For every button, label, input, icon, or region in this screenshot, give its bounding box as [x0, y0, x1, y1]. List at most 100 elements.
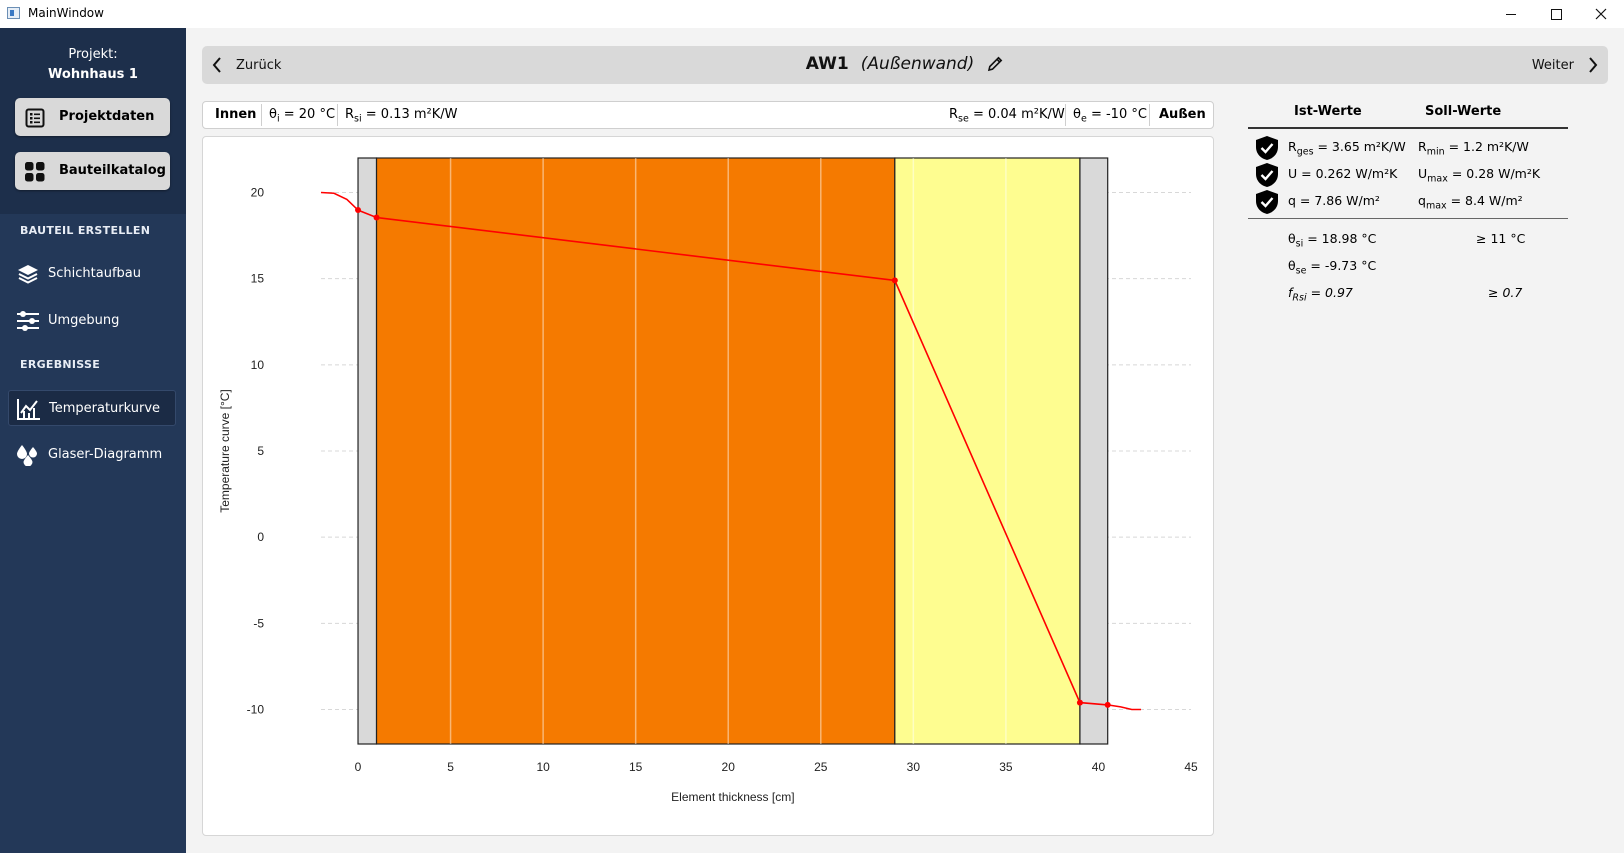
layer-rect: [1079, 157, 1109, 745]
back-button[interactable]: Zurück: [212, 54, 281, 76]
y-axis-label: Temperature curve [°C]: [218, 389, 232, 513]
outside-label: Außen: [1159, 107, 1206, 122]
actual-value: Rges = 3.65 m²K/W: [1288, 139, 1406, 158]
projektdaten-button[interactable]: Projektdaten: [15, 98, 170, 136]
actual-value: U = 0.262 W/m²K: [1288, 166, 1398, 181]
sidebar: Projekt: Wohnhaus 1 Projektdaten Bauteil…: [0, 28, 186, 853]
section-bauteil-erstellen: BAUTEIL ERSTELLEN: [20, 224, 151, 237]
boundary-curve-outside: [1107, 704, 1141, 711]
data-point: [355, 207, 362, 214]
sliders-icon: [17, 311, 39, 331]
theta-i-value: θi = 20 °C: [269, 107, 336, 125]
layers-icon: [18, 265, 38, 284]
sidebar-item-schichtaufbau[interactable]: Schichtaufbau: [8, 256, 176, 292]
required-value: Rmin = 1.2 m²K/W: [1418, 139, 1529, 158]
element-navbar: Zurück AW1 (Außenwand) Weiter: [202, 46, 1608, 84]
maximize-icon: [1550, 8, 1562, 20]
close-icon: [1595, 8, 1607, 20]
chevron-left-icon: [212, 57, 221, 73]
y-tick-label: 10: [251, 358, 265, 372]
divider: [1065, 104, 1066, 126]
theta-e-value: θe = -10 °C: [1073, 107, 1147, 125]
col-actual-header: Ist-Werte: [1294, 104, 1362, 119]
x-axis-label: Element thickness [cm]: [671, 790, 794, 804]
shield-check-icon: [1256, 136, 1278, 160]
divider: [1149, 104, 1150, 126]
x-tick-label: 20: [722, 760, 736, 774]
next-button[interactable]: Weiter: [1532, 54, 1598, 76]
projektdaten-label: Projektdaten: [59, 109, 155, 124]
actual-value: q = 7.86 W/m²: [1288, 193, 1380, 208]
x-tick-label: 15: [629, 760, 643, 774]
data-point: [1076, 699, 1083, 706]
y-tick-label: -10: [247, 703, 265, 717]
list-icon: [25, 108, 45, 128]
element-title: AW1 (Außenwand): [202, 54, 1608, 74]
bauteilkatalog-button[interactable]: Bauteilkatalog: [15, 152, 170, 190]
sidebar-item-temperaturkurve[interactable]: Temperaturkurve: [8, 390, 176, 426]
window-titlebar: MainWindow: [0, 0, 1624, 28]
results-top-rule: [1248, 127, 1568, 129]
y-tick-label: 15: [251, 272, 265, 286]
divider: [261, 104, 262, 126]
required-value: qmax = 8.4 W/m²: [1418, 193, 1523, 212]
y-tick-label: 5: [257, 444, 264, 458]
r-si-value: Rsi = 0.13 m²K/W: [345, 107, 458, 125]
y-tick-label: -5: [253, 616, 264, 630]
bauteilkatalog-label: Bauteilkatalog: [59, 163, 166, 178]
sidebar-header: Projekt: Wohnhaus 1 Projektdaten Bauteil…: [0, 28, 186, 214]
layer-rect: [894, 157, 1081, 745]
pencil-icon[interactable]: [986, 55, 1004, 73]
layer-rect: [375, 157, 896, 745]
x-tick-label: 5: [447, 760, 454, 774]
sidebar-item-label: Temperaturkurve: [49, 401, 161, 416]
x-tick-label: 25: [814, 760, 828, 774]
chevron-right-icon: [1589, 57, 1598, 73]
col-required-header: Soll-Werte: [1425, 104, 1502, 119]
y-tick-label: 20: [251, 185, 265, 199]
minimize-icon: [1506, 13, 1516, 15]
boundary-conditions-bar: Innen θi = 20 °C Rsi = 0.13 m²K/W Rse = …: [202, 101, 1214, 129]
layer-rect: [357, 157, 378, 745]
x-tick-label: 35: [999, 760, 1013, 774]
x-tick-label: 0: [355, 760, 362, 774]
main-area: Zurück AW1 (Außenwand) Weiter Innen θi = …: [186, 28, 1624, 853]
grid-icon: [25, 162, 45, 182]
project-label: Projekt:: [68, 47, 118, 62]
y-tick-label: 0: [257, 530, 264, 544]
close-button[interactable]: [1578, 0, 1624, 28]
temperature-chart-card: 0 5 10 15 20 25 30 35 40 45 20 15 10 5 0 -5 -10 Element t…: [202, 136, 1214, 836]
sidebar-item-glaser-diagramm[interactable]: Glaser-Diagramm: [8, 437, 176, 473]
extra-requirement: ≥ 0.7: [1488, 285, 1523, 300]
temperature-chart: 0 5 10 15 20 25 30 35 40 45 20 15 10 5 0 -5 -10 Element t…: [218, 157, 1198, 804]
x-tick-label: 30: [907, 760, 921, 774]
back-label: Zurück: [236, 57, 282, 73]
x-tick-label: 40: [1092, 760, 1106, 774]
extra-requirement: ≥ 11 °C: [1476, 231, 1526, 246]
sidebar-item-umgebung[interactable]: Umgebung: [8, 303, 176, 339]
x-tick-label: 10: [536, 760, 550, 774]
maximize-button[interactable]: [1533, 0, 1579, 28]
data-point: [373, 214, 380, 221]
minimize-button[interactable]: [1488, 0, 1534, 28]
data-point: [891, 277, 898, 284]
line-chart-icon: [17, 399, 40, 420]
element-type: (Außenwand): [860, 54, 975, 74]
sidebar-item-label: Glaser-Diagramm: [48, 447, 163, 462]
sidebar-item-label: Umgebung: [48, 313, 120, 328]
data-point: [1104, 701, 1111, 708]
x-tick-label: 45: [1184, 760, 1198, 774]
extra-value: θsi = 18.98 °C: [1288, 231, 1377, 250]
boundary-curve-inside: [320, 191, 359, 211]
extra-value: fRsi = 0.97: [1288, 285, 1353, 304]
divider: [337, 104, 338, 126]
window-title: MainWindow: [28, 6, 104, 20]
project-name: Wohnhaus 1: [48, 67, 138, 82]
inside-label: Innen: [215, 107, 257, 122]
sidebar-item-label: Schichtaufbau: [48, 266, 141, 281]
element-name: AW1: [805, 54, 849, 74]
extra-value: θse = -9.73 °C: [1288, 258, 1377, 277]
drops-icon: [17, 445, 37, 466]
required-value: Umax = 0.28 W/m²K: [1418, 166, 1541, 185]
section-ergebnisse: ERGEBNISSE: [20, 358, 101, 371]
